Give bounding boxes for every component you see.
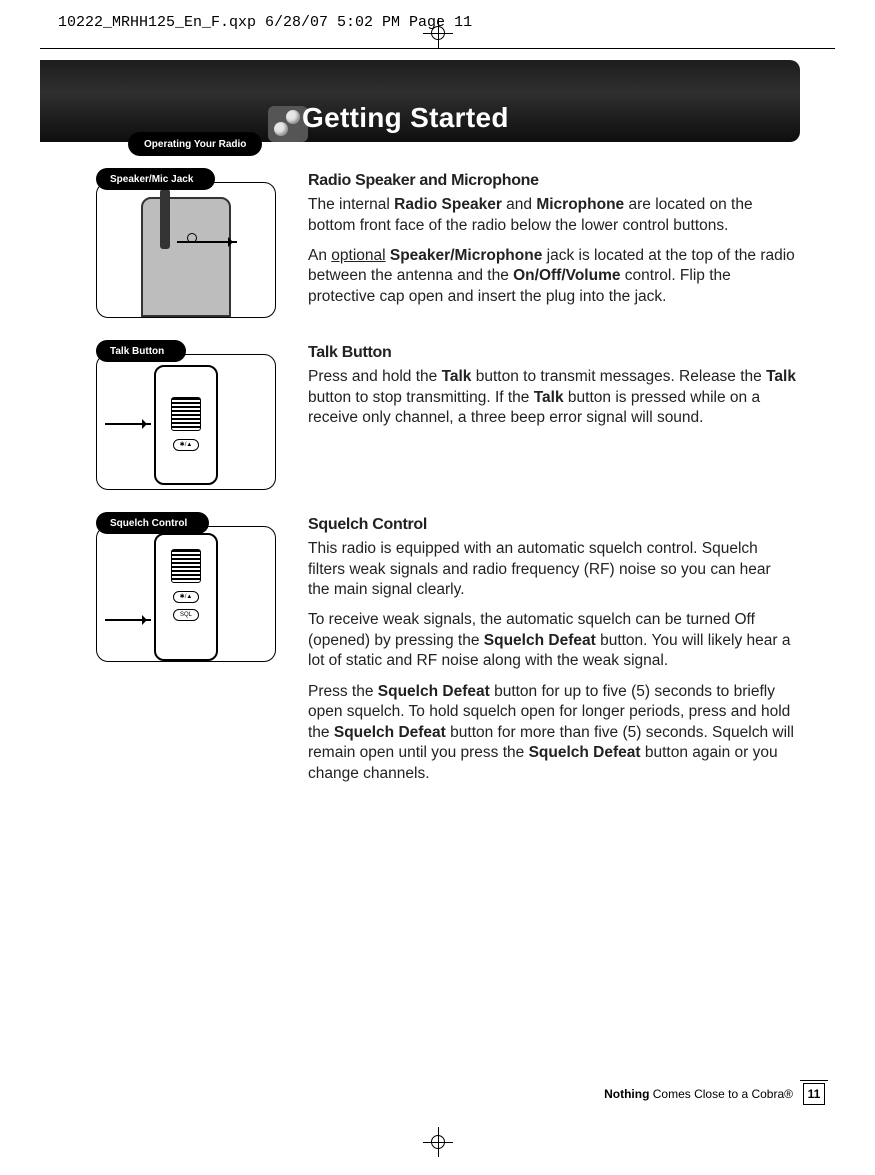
- figure-column: Talk Button ✱/▲: [96, 342, 296, 490]
- body-paragraph: Press the Squelch Defeat button for up t…: [308, 682, 796, 784]
- figure-label-text: Talk Button: [110, 346, 164, 357]
- text-column: Squelch Control This radio is equipped w…: [296, 514, 796, 794]
- section-row: Speaker/Mic Jack Radio Speaker and Micro…: [96, 170, 796, 318]
- section-chip: Operating Your Radio: [128, 132, 262, 156]
- body-paragraph: Press and hold the Talk button to transm…: [308, 367, 796, 428]
- figure-speaker-mic-jack: [96, 182, 276, 318]
- page-number-box: 11: [803, 1083, 825, 1105]
- crop-mark-top: [423, 18, 453, 48]
- section-heading: Talk Button: [308, 342, 796, 363]
- body-paragraph: The internal Radio Speaker and Microphon…: [308, 195, 796, 236]
- section-chip-label: Operating Your Radio: [144, 139, 246, 150]
- figure-talk-button: ✱/▲: [96, 354, 276, 490]
- content-area: Speaker/Mic Jack Radio Speaker and Micro…: [96, 170, 796, 818]
- section-row: Talk Button ✱/▲ Talk Button Press and ho…: [96, 342, 796, 490]
- section-heading: Squelch Control: [308, 514, 796, 535]
- figure-label-pill: Squelch Control: [96, 512, 209, 534]
- figure-label-pill: Speaker/Mic Jack: [96, 168, 215, 190]
- figure-column: Squelch Control ✱/▲ SQL: [96, 514, 296, 662]
- page-banner: Getting Started: [40, 60, 800, 142]
- section-heading: Radio Speaker and Microphone: [308, 170, 796, 191]
- figure-squelch-control: ✱/▲ SQL: [96, 526, 276, 662]
- figure-label-pill: Talk Button: [96, 340, 186, 362]
- body-paragraph: To receive weak signals, the automatic s…: [308, 610, 796, 671]
- body-paragraph: This radio is equipped with an automatic…: [308, 539, 796, 600]
- text-column: Radio Speaker and Microphone The interna…: [296, 170, 796, 317]
- text-column: Talk Button Press and hold the Talk butt…: [296, 342, 796, 438]
- prepress-header: 10222_MRHH125_En_F.qxp 6/28/07 5:02 PM P…: [58, 14, 472, 31]
- crop-mark-bottom: [423, 1127, 453, 1157]
- page-footer: Nothing Comes Close to a Cobra® 11: [604, 1083, 825, 1105]
- body-paragraph: An optional Speaker/Microphone jack is l…: [308, 246, 796, 307]
- jack-indicator-icon: [187, 233, 197, 243]
- figure-label-text: Squelch Control: [110, 518, 187, 529]
- figure-column: Speaker/Mic Jack: [96, 170, 296, 318]
- page-title: Getting Started: [302, 102, 509, 134]
- footer-tagline: Nothing Comes Close to a Cobra®: [604, 1087, 793, 1101]
- trim-line: [40, 48, 835, 49]
- page-number: 11: [808, 1087, 821, 1101]
- section-row: Squelch Control ✱/▲ SQL Squelch Control …: [96, 514, 796, 794]
- figure-label-text: Speaker/Mic Jack: [110, 174, 193, 185]
